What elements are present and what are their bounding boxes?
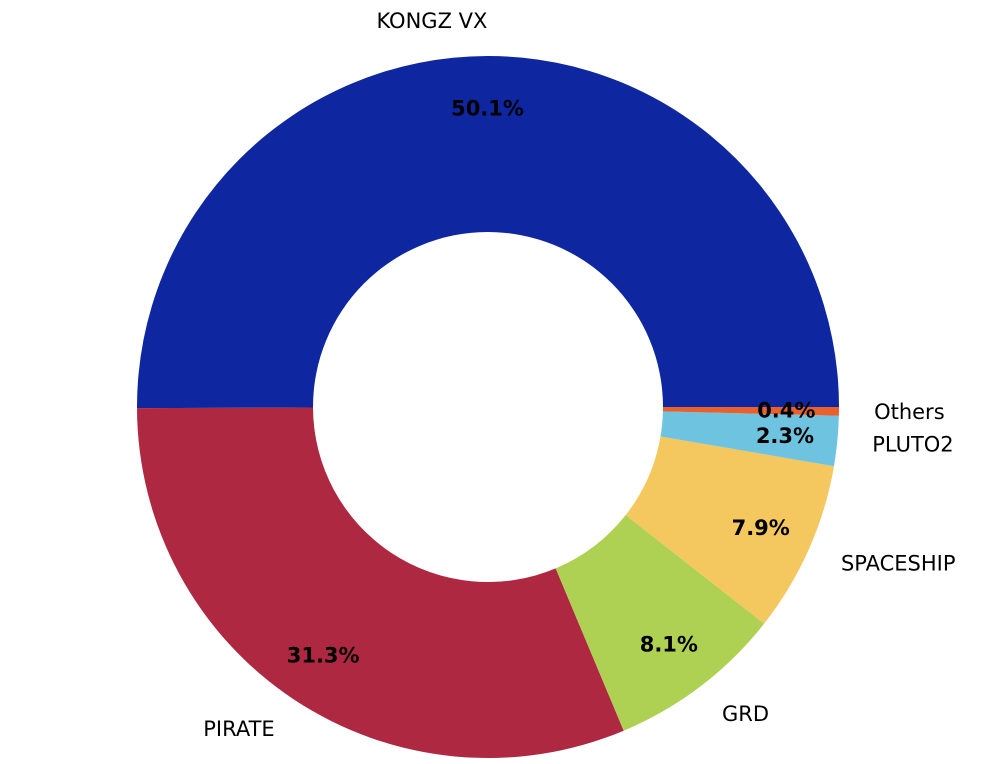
percent-label: 7.9%	[732, 516, 790, 540]
slice-pirate	[137, 407, 624, 758]
percent-label: 50.1%	[451, 97, 524, 121]
slice-others	[662, 407, 839, 416]
slice-grd	[555, 515, 765, 731]
percent-label: 8.1%	[640, 632, 698, 656]
slice-label: PIRATE	[203, 717, 274, 741]
percent-label: 0.4%	[757, 399, 815, 423]
slice-pluto2	[660, 411, 839, 467]
slice-spaceship	[625, 436, 834, 624]
slice-label: PLUTO2	[872, 433, 953, 457]
slice-label: GRD	[722, 702, 769, 726]
slice-label: Others	[874, 400, 945, 424]
slice-label: KONGZ VX	[376, 9, 487, 33]
slice-label: SPACESHIP	[841, 552, 956, 576]
percent-label: 31.3%	[287, 644, 360, 668]
percent-label: 2.3%	[756, 424, 814, 448]
slice-kongz-vx	[136, 55, 840, 409]
